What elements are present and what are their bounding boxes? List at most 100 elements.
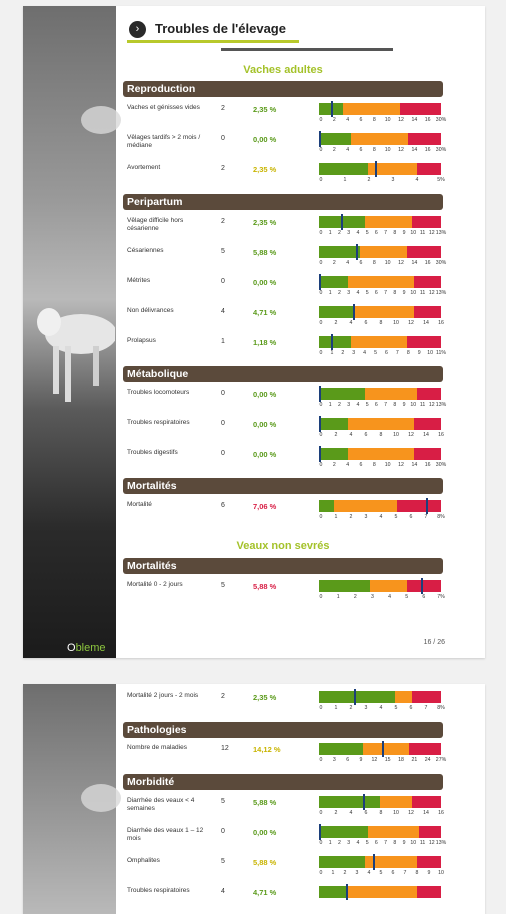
tick-label: 6 [385, 350, 388, 356]
tick-label: 2 [332, 117, 336, 123]
tick-label: 1 [331, 870, 335, 876]
indicator-row: Troubles respiratoires 0 0,00 % 0 2 4 6 8 10 12 14… [123, 416, 453, 445]
tick-label: 2 [338, 290, 341, 296]
indicator-label: Prolapsus [127, 337, 156, 344]
tick-label: 18 [398, 757, 404, 763]
gauge-ticks: 0 2 4 6 8 10 12 14 16 [319, 432, 444, 440]
indicator-count: 5 [221, 798, 225, 805]
tick-label: 9 [427, 870, 431, 876]
tick-label: 8% [437, 514, 445, 520]
tick-label: 4 [346, 117, 350, 123]
indicator-label: Omphalites [127, 857, 160, 864]
indicator-label: Vêlages tardifs > 2 mois / médiane [127, 134, 201, 149]
indicator-percentage: 4,71 % [253, 888, 277, 897]
indicator-gauge-bar [319, 101, 441, 117]
tick-label: 8 [393, 290, 397, 296]
indicator-percentage: 0,00 % [253, 420, 277, 429]
indicator-row: Diarrhée des veaux 1 – 12 mois 0 0,00 % 0 1 2… [123, 824, 453, 853]
zone-warning [360, 246, 407, 258]
tick-label: 0 [319, 320, 323, 326]
tick-label: 4 [388, 594, 392, 600]
tick-label: 9 [402, 402, 406, 408]
tick-label: 14 [411, 147, 418, 153]
tick-label: 4 [349, 810, 353, 816]
tick-label: 6 [374, 402, 378, 408]
indicator-row: Nombre de maladies 12 14,12 % 0 3 6 9 12 15 18 21 2… [123, 741, 453, 770]
tick-label: 3 [355, 870, 359, 876]
gauge-ticks: 0 1 2 3 4 5 6 7% [319, 594, 445, 602]
indicator-label: Troubles digestifs [127, 449, 178, 456]
gauge-ticks: 0 3 6 9 12 15 18 21 24 27% [319, 757, 447, 765]
tick-label: 5 [405, 594, 409, 600]
tick-label: 4 [346, 147, 350, 153]
gauge-ticks: 0 1 2 3 4 5 6 7 8 9 10 11 12 13% [319, 840, 447, 848]
tick-label: 4 [356, 290, 360, 296]
tick-label: 21 [411, 757, 418, 763]
tick-label: 0 [319, 810, 323, 816]
zone-alert [397, 500, 441, 512]
zone-warning [362, 743, 410, 755]
zone-good [319, 133, 351, 145]
tick-label: 0 [319, 350, 323, 356]
gauge-ticks: 0 1 2 3 4 5 6 7 8 9 10 11% [319, 350, 446, 358]
indicator-percentage: 5,88 % [253, 798, 277, 807]
zone-warning [348, 276, 415, 288]
tick-label: 16 [438, 320, 444, 326]
tick-label: 8 [393, 230, 397, 236]
value-marker [353, 304, 356, 320]
gauge-ticks [319, 900, 443, 908]
tick-label: 9 [359, 757, 363, 763]
indicator-percentage: 0,00 % [253, 828, 277, 837]
tick-label: 6 [359, 147, 363, 153]
tick-label: 2 [332, 260, 336, 266]
tick-label: 7 [384, 402, 388, 408]
tick-label: 8 [393, 402, 397, 408]
value-marker [345, 884, 348, 900]
tick-label: 1 [336, 594, 340, 600]
zone-warning [365, 856, 417, 868]
indicator-count: 2 [221, 218, 225, 225]
tick-label: 2 [332, 147, 336, 153]
value-marker [340, 214, 343, 230]
section-header-mortalites-veaux: Mortalités [123, 558, 443, 574]
tick-label: 3 [332, 757, 336, 763]
value-marker [426, 498, 429, 514]
title-underline-dark [221, 48, 393, 51]
zone-good [319, 336, 351, 348]
indicator-label: Troubles respiratoires [127, 887, 190, 894]
indicator-gauge-bar [319, 794, 441, 810]
indicator-label: Diarrhée des veaux 1 – 12 mois [127, 827, 204, 842]
indicator-label: Troubles respiratoires [127, 419, 190, 426]
tick-label: 6 [374, 290, 378, 296]
zone-warning [348, 448, 415, 460]
tick-label: 0 [319, 290, 323, 296]
indicator-percentage: 0,00 % [253, 135, 277, 144]
zone-warning [345, 886, 417, 898]
zone-good [319, 448, 349, 460]
zone-good [319, 796, 380, 808]
tick-label: 0 [319, 840, 323, 846]
indicator-row: Mortalité 0 - 2 jours 5 5,88 % 0 1 2 3 4 5 6 7% [123, 578, 453, 607]
indicator-count: 0 [221, 135, 225, 142]
value-marker [319, 824, 321, 840]
tick-label: 6 [364, 810, 368, 816]
tick-label: 2 [349, 514, 353, 520]
zone-good [319, 163, 368, 175]
tick-label: 8 [372, 462, 376, 468]
gauge-ticks: 0 1 2 3 4 5 6 7 8% [319, 705, 445, 713]
tick-label: 9 [417, 350, 421, 356]
page-number: 16 / 26 [423, 639, 445, 646]
indicator-count: 1 [221, 338, 225, 345]
indicator-row: Troubles digestifs 0 0,00 % 0 2 4 6 8 10 12 14 16 30… [123, 446, 453, 475]
tick-label: 14 [423, 810, 429, 816]
cloud-shape [81, 784, 121, 812]
gauge-ticks: 0 1 2 3 4 5 6 7 8 9 10 11 12 13% [319, 290, 447, 298]
gauge-ticks: 0 2 4 6 8 10 12 14 16 30% [319, 462, 447, 470]
zone-alert [411, 216, 441, 228]
tick-label: 0 [319, 757, 323, 763]
indicator-percentage: 5,88 % [253, 248, 277, 257]
tick-label: 4 [349, 320, 353, 326]
tick-label: 13% [435, 402, 447, 408]
tick-label: 10 [384, 147, 391, 153]
tick-label: 1 [334, 705, 338, 711]
